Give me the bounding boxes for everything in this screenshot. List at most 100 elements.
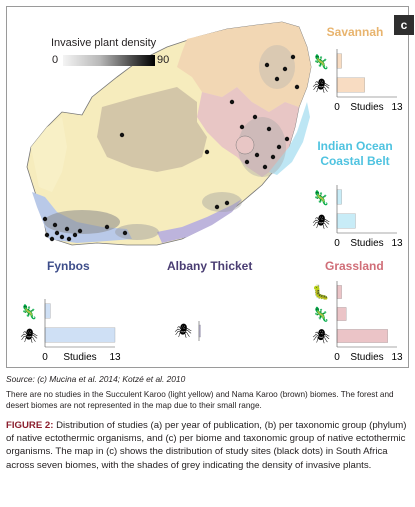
annelid-icon: 🐛 <box>312 284 329 301</box>
chart-savannah: 🦎 🕷 0 13 Studies <box>303 47 403 115</box>
study-site-dot <box>266 126 272 132</box>
reptile-icon: 🦎 <box>312 189 329 206</box>
study-site-dot <box>66 236 72 242</box>
insect-icon: 🕷 <box>312 77 330 93</box>
map-grassland-region <box>197 87 299 177</box>
study-site-dot <box>252 114 258 120</box>
study-site-dot <box>254 152 260 158</box>
source-text: (c) Mucina et al. 2014; Kotzé et al. 201… <box>37 374 186 384</box>
study-site-dot <box>214 204 220 210</box>
study-site-dot <box>282 66 288 72</box>
bar-reptile <box>336 189 342 205</box>
map-succulent-karoo-region <box>31 117 67 192</box>
legend-gradient <box>63 55 155 66</box>
x-axis-label: Studies <box>63 352 96 363</box>
bar-reptile <box>336 307 347 321</box>
caption-text: Distribution of studies (a) per year of … <box>6 420 407 471</box>
bar-reptile <box>336 53 342 69</box>
x-tick-label: 0 <box>334 102 340 113</box>
map-density-patch <box>115 224 159 240</box>
chart-albany: 🕷 <box>165 319 225 343</box>
x-tick-label: 13 <box>391 238 403 249</box>
study-site-dot <box>104 224 110 230</box>
reptile-icon: 🦎 <box>20 303 37 320</box>
bar-reptile <box>44 303 51 319</box>
study-site-dot <box>276 144 282 150</box>
study-site-dot <box>244 159 250 165</box>
figure-caption: FIGURE 2: Distribution of studies (a) pe… <box>6 419 411 472</box>
map-iocb-region <box>269 102 310 175</box>
study-site-dot <box>294 84 300 90</box>
figure-panel: c Invasive plant density 0 90 Savannah 🦎… <box>6 6 414 368</box>
insect-icon: 🕷 <box>312 328 330 344</box>
study-site-dot <box>122 230 128 236</box>
x-axis-label: Studies <box>350 238 383 249</box>
x-tick-label: 13 <box>391 352 403 363</box>
map-nama-karoo-region <box>97 87 207 172</box>
study-site-dot <box>52 222 58 228</box>
study-site-dot <box>264 62 270 68</box>
insect-icon: 🕷 <box>20 327 38 343</box>
bar-chart-svg: 🕷 <box>174 321 201 341</box>
bar-insect <box>44 327 116 343</box>
x-axis-label: Studies <box>350 352 383 363</box>
study-site-dot <box>224 200 230 206</box>
x-tick-label: 0 <box>334 238 340 249</box>
study-site-dot <box>77 228 83 234</box>
x-tick-label: 13 <box>109 352 121 363</box>
reptile-icon: 🦎 <box>312 306 329 323</box>
source-label: Source: <box>6 374 35 384</box>
insect-icon: 🕷 <box>312 213 330 229</box>
bar-annelid <box>336 285 342 299</box>
study-site-dot <box>204 149 210 155</box>
insect-icon: 🕷 <box>174 322 192 338</box>
biome-title-grassland: Grassland <box>325 259 384 273</box>
source-line: Source: (c) Mucina et al. 2014; Kotzé et… <box>6 374 185 384</box>
reptile-icon: 🦎 <box>312 53 329 70</box>
legend-min: 0 <box>52 54 59 66</box>
study-site-dot <box>262 164 268 170</box>
map-density-patch <box>259 45 295 89</box>
bar-insect <box>336 77 365 93</box>
study-site-dot <box>44 232 50 238</box>
bar-chart-svg: 🦎 🕷 0 13 Studies <box>312 49 403 113</box>
study-site-dot <box>64 226 70 232</box>
study-site-dot <box>229 99 235 105</box>
chart-fynbos: 🦎 🕷 0 13 Studies <box>11 297 121 365</box>
biome-title-fynbos: Fynbos <box>47 259 90 273</box>
study-site-dot <box>49 236 55 242</box>
legend-max: 90 <box>157 54 170 66</box>
map-study-sites <box>42 54 300 242</box>
figure-note: There are no studies in the Succulent Ka… <box>6 390 394 410</box>
bar-chart-svg: 🦎 🕷 0 13 Studies <box>312 185 403 249</box>
study-site-dot <box>54 230 60 236</box>
bar-chart-svg: 🐛 🦎 🕷 0 13 Studies <box>312 281 403 363</box>
legend-title: Invasive plant density <box>51 37 157 49</box>
study-site-dot <box>290 54 296 60</box>
study-site-dot <box>270 154 276 160</box>
x-tick-label: 0 <box>42 352 48 363</box>
map-albany-region <box>157 199 242 243</box>
bar-insect <box>336 329 388 343</box>
x-axis-label: Studies <box>350 102 383 113</box>
biome-title-albany: Albany Thicket <box>167 259 253 273</box>
chart-indian-ocean: 🦎 🕷 0 13 Studies <box>303 183 403 251</box>
map-savannah-region <box>177 22 311 112</box>
study-site-dot <box>239 124 245 130</box>
study-site-dot <box>72 232 78 238</box>
map-lesotho <box>235 135 255 155</box>
study-site-dot <box>42 216 48 222</box>
study-site-dot <box>119 132 125 138</box>
x-tick-label: 13 <box>391 102 403 113</box>
map-density-patch <box>202 192 242 212</box>
biome-title-savannah: Savannah <box>326 25 384 39</box>
study-site-dot <box>59 234 65 240</box>
bar-insect <box>336 213 356 229</box>
study-site-dot <box>274 76 280 82</box>
panel-label: c <box>394 15 414 35</box>
caption-label: FIGURE 2: <box>6 420 54 431</box>
map-density-patch <box>238 117 286 177</box>
south-africa-biome-map <box>26 21 312 246</box>
study-site-dot <box>284 136 290 142</box>
biome-title-indian-ocean: Indian Ocean Coastal Belt <box>317 139 393 168</box>
